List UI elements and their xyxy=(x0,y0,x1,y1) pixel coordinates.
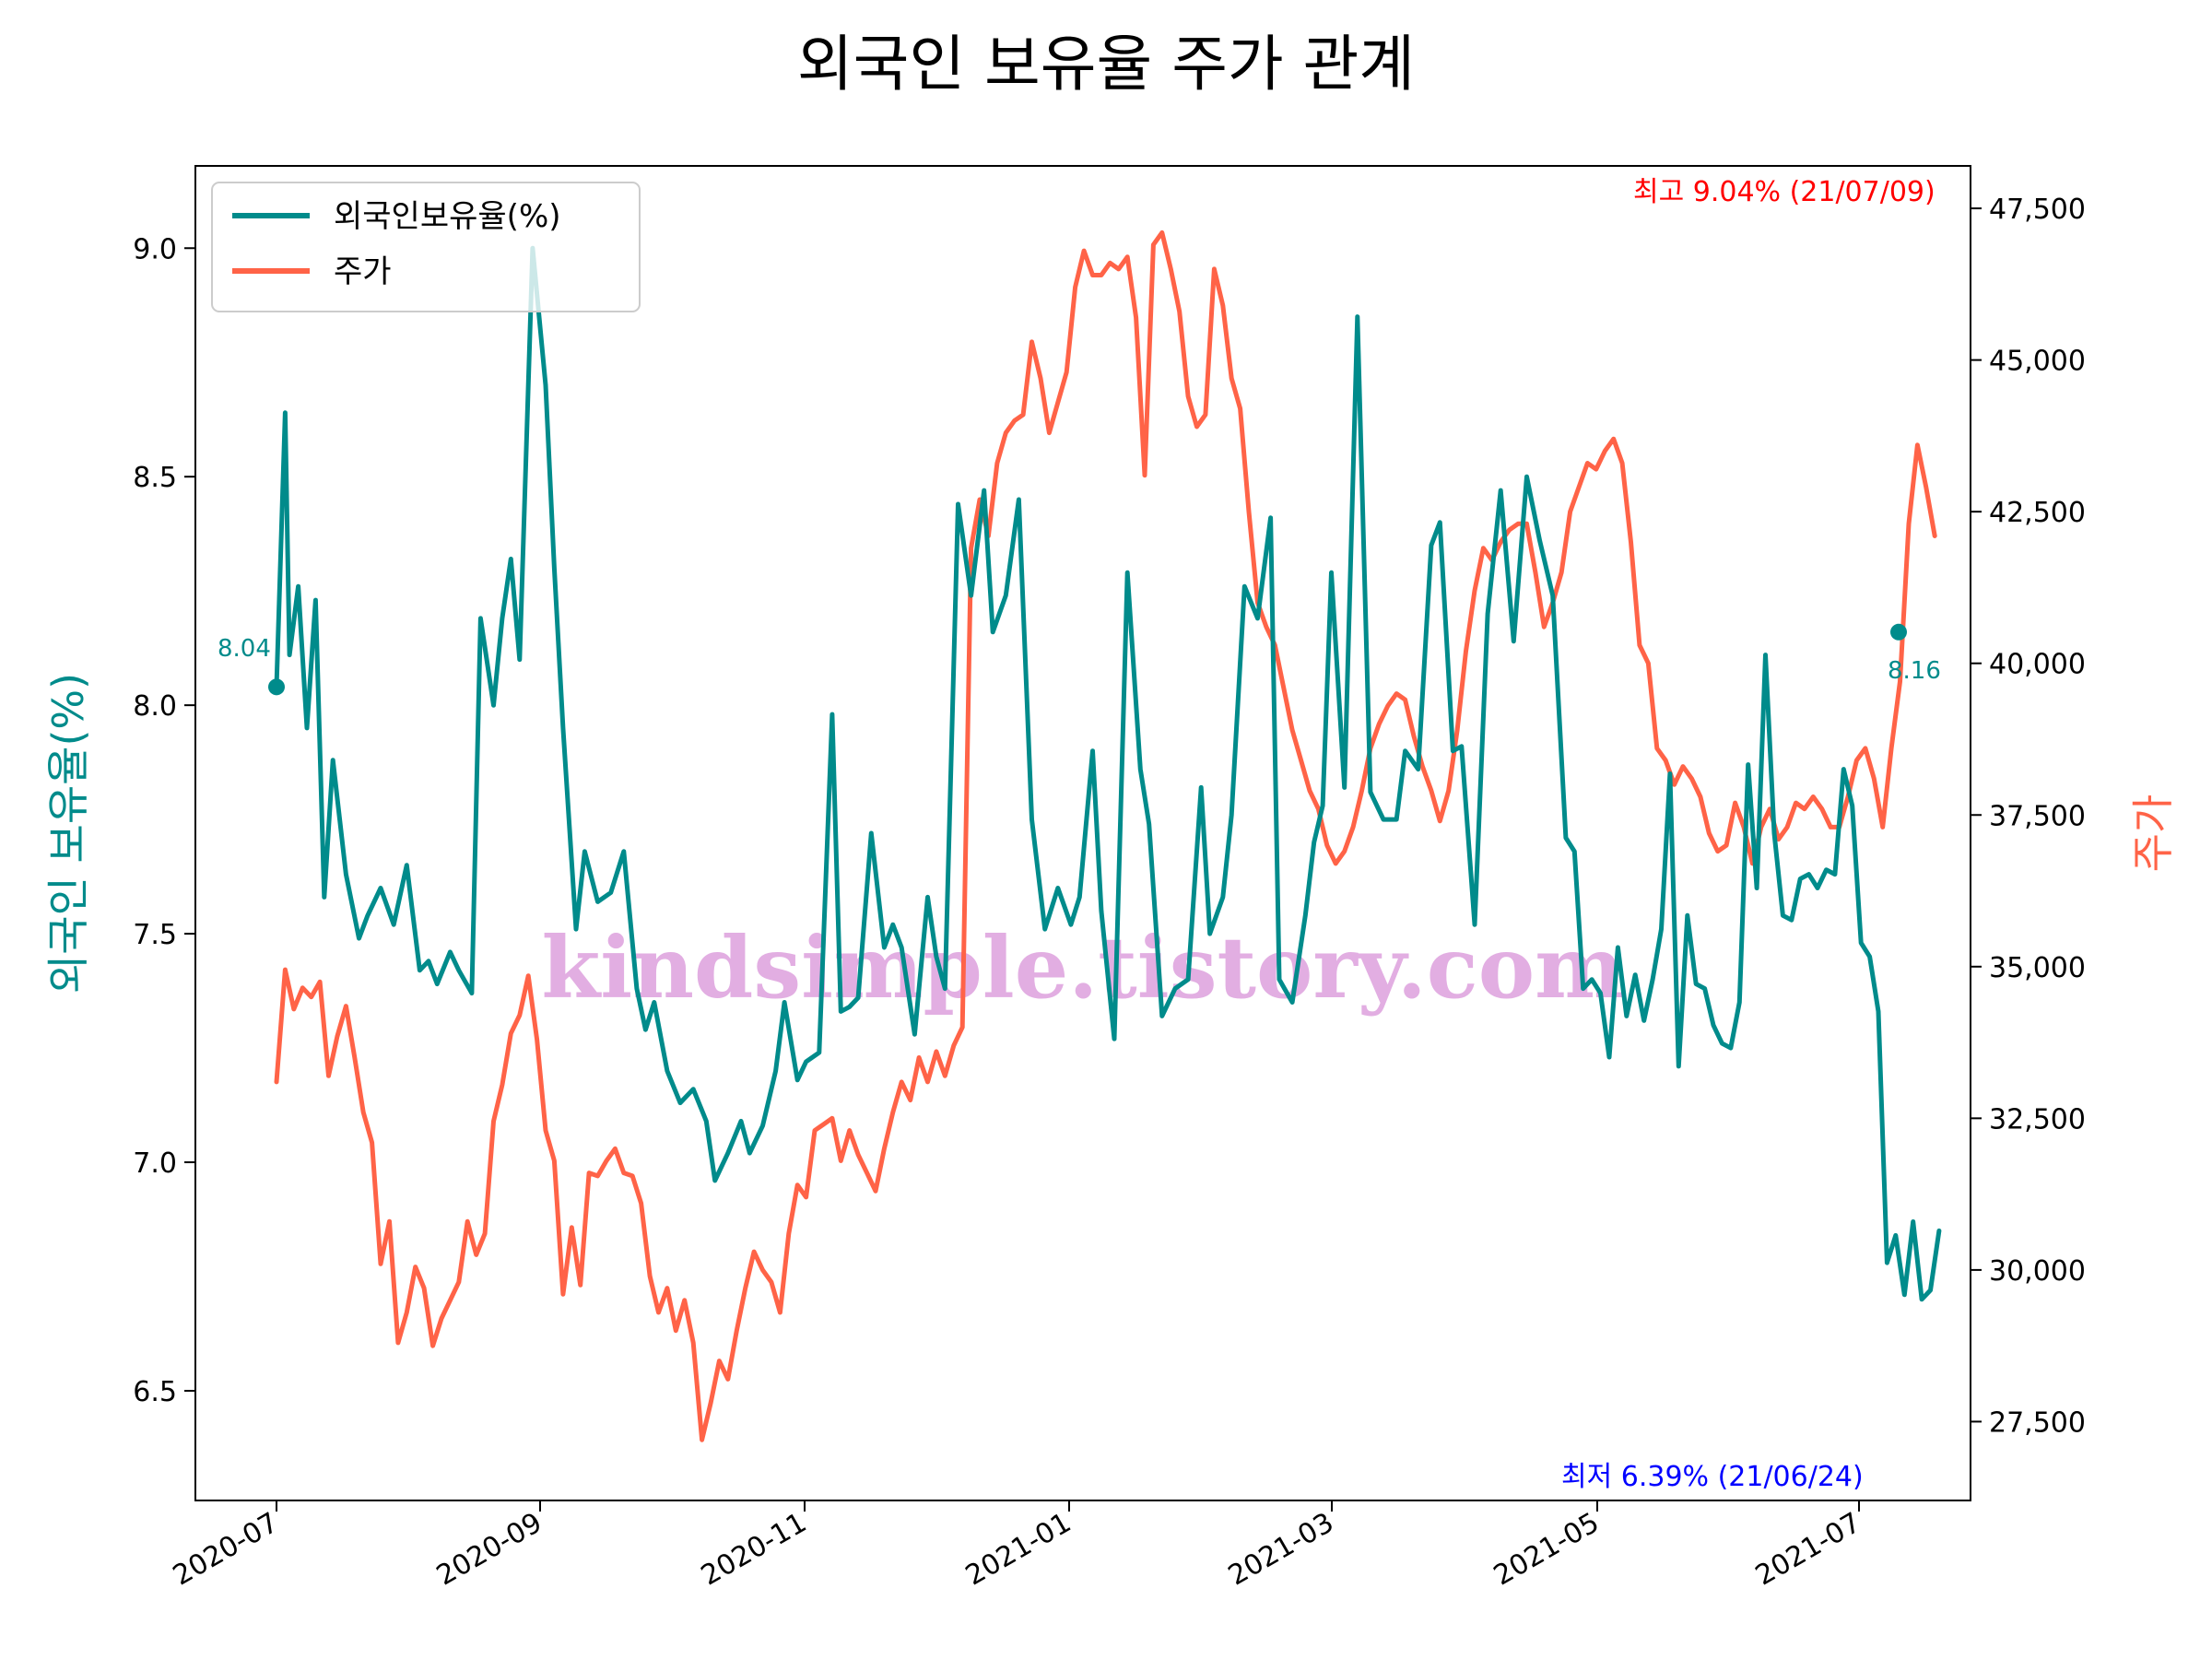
x-tick-label: 2021-03 xyxy=(1223,1507,1339,1593)
series-layer xyxy=(274,229,1942,1442)
max-annotation: 최고 9.04% (21/07/09) xyxy=(1633,176,1936,208)
y2-tick-label: 42,500 xyxy=(1989,497,2086,529)
x-tick-label: 2021-01 xyxy=(960,1507,1077,1593)
legend: 외국인보유율(%) 주가 xyxy=(211,182,641,312)
y2-tick-label: 35,000 xyxy=(1989,952,2086,984)
x-axis: 2020-07 2020-09 2020-11 2021-01 2021-03 2021-… xyxy=(168,1500,1866,1593)
y2-tick-label: 30,000 xyxy=(1989,1255,2086,1288)
y2-tick-label: 37,500 xyxy=(1989,800,2086,832)
x-tick-label: 2021-05 xyxy=(1488,1507,1605,1593)
y2-tick-label: 27,500 xyxy=(1989,1406,2086,1439)
y-tick-label: 6.5 xyxy=(133,1376,177,1408)
y-axis-left: 6.5 7.0 7.5 8.0 8.5 9.0 xyxy=(133,233,195,1408)
legend-label-price: 주가 xyxy=(334,253,392,290)
y-tick-label: 9.0 xyxy=(133,233,177,265)
end-value-label: 8.16 xyxy=(1888,657,1941,685)
x-tick-label: 2021-07 xyxy=(1750,1507,1866,1593)
legend-box xyxy=(211,182,641,312)
watermark: kindsimple.tistory.com xyxy=(541,918,1624,1018)
legend-label-holding: 외국인보유율(%) xyxy=(334,198,561,235)
y2-tick-label: 45,000 xyxy=(1989,346,2086,378)
start-value-label: 8.04 xyxy=(218,635,271,663)
y-axis-label: 외국인 보유율(%) xyxy=(43,673,93,994)
chart-title: 외국인 보유율 주가 관계 xyxy=(797,29,1415,100)
series-line-holding xyxy=(274,245,1942,1302)
min-annotation: 최저 6.39% (21/06/24) xyxy=(1561,1461,1864,1493)
x-tick-label: 2020-11 xyxy=(696,1507,812,1593)
y-tick-label: 8.0 xyxy=(133,690,177,723)
y-tick-label: 7.0 xyxy=(133,1147,177,1180)
marker-layer xyxy=(268,623,1907,696)
plot-area: kindsimple.tistory.com xyxy=(194,165,1971,1501)
y-tick-label: 7.5 xyxy=(133,919,177,951)
end-marker xyxy=(1890,623,1907,641)
y2-tick-label: 47,500 xyxy=(1989,194,2086,226)
start-marker xyxy=(268,678,285,696)
x-tick-label: 2020-07 xyxy=(168,1507,284,1593)
y2-axis-label: 주가 xyxy=(2128,794,2178,873)
y2-tick-label: 40,000 xyxy=(1989,649,2086,681)
series-line-price xyxy=(274,229,1937,1442)
y2-tick-label: 32,500 xyxy=(1989,1103,2086,1135)
y-axis-right: 27,500 30,000 32,500 35,000 37,500 40,000 42,5… xyxy=(1971,194,2086,1439)
y-tick-label: 8.5 xyxy=(133,462,177,494)
x-tick-label: 2020-09 xyxy=(431,1507,547,1593)
